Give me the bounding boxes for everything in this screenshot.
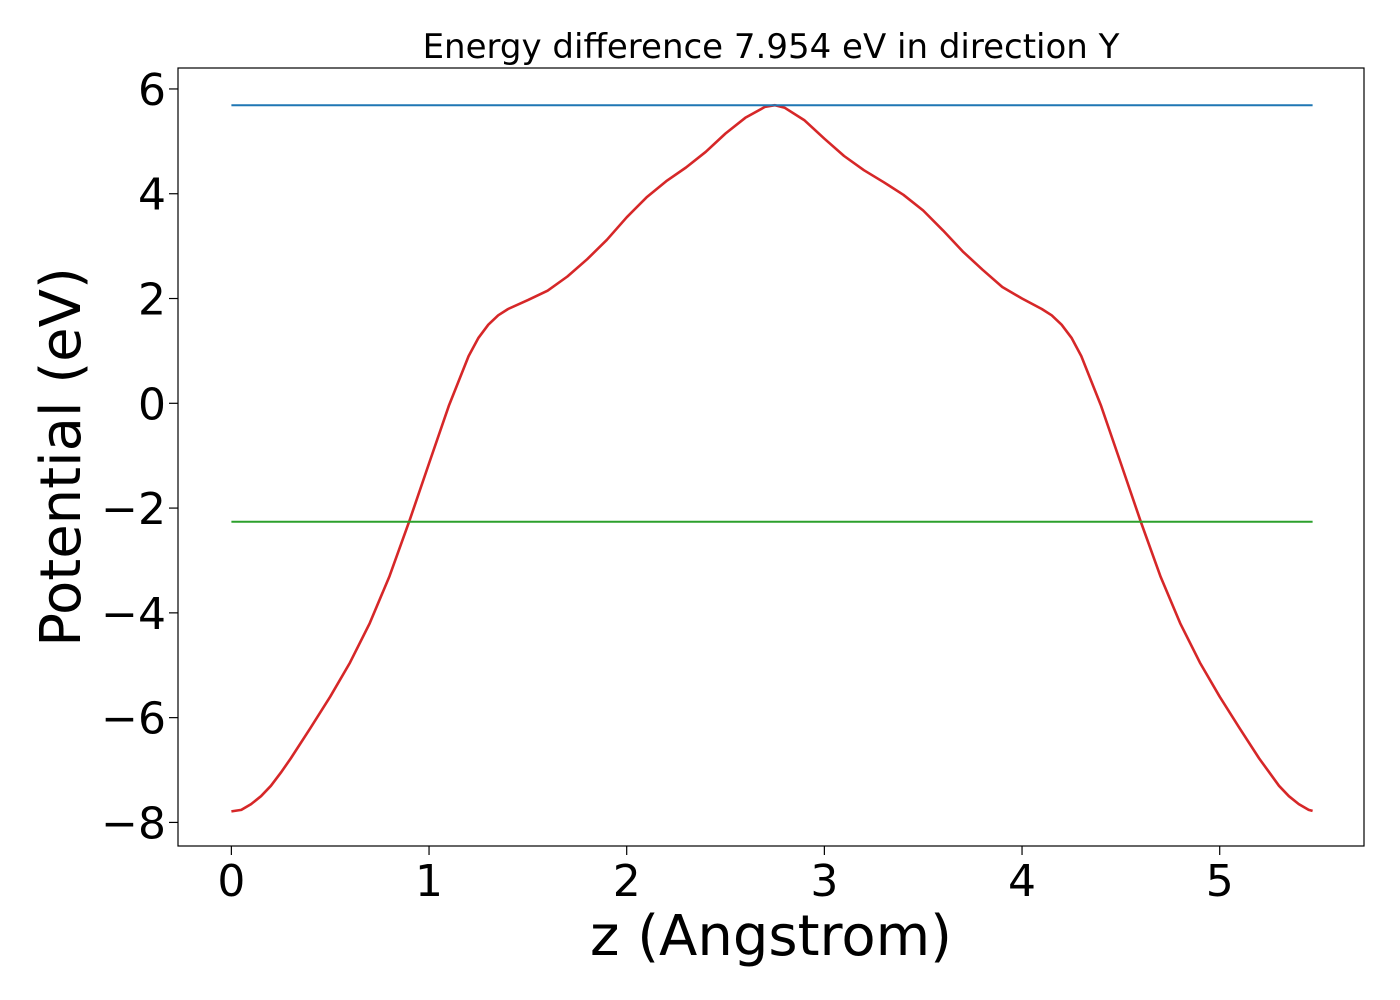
y-tick-label: 2	[138, 275, 166, 326]
x-tick-label: 2	[613, 856, 641, 907]
y-tick-label: −6	[101, 694, 166, 745]
x-tick-label: 3	[810, 856, 838, 907]
plot-area-frame	[177, 67, 1365, 847]
axis-ticks: 0 1 2 3 4 5 −8 −6 −4 −2 0 2 4 6	[101, 65, 1234, 907]
potential-curve	[231, 103, 1313, 813]
x-tick-label: 4	[1008, 856, 1036, 907]
y-tick-label: 0	[138, 379, 166, 430]
y-tick-label: −2	[101, 484, 166, 535]
y-tick-label: −4	[101, 589, 166, 640]
y-tick-label: 6	[138, 65, 166, 116]
y-tick-label: 4	[138, 170, 166, 221]
y-tick-label: −8	[101, 798, 166, 849]
x-tick-label: 1	[415, 856, 443, 907]
x-tick-label: 5	[1206, 856, 1234, 907]
chart-title: Energy difference 7.954 eV in direction …	[423, 27, 1120, 67]
y-axis-label: Potential (eV)	[29, 267, 94, 647]
plot-series	[231, 103, 1313, 813]
x-axis-label: z (Angstrom)	[590, 904, 952, 969]
x-tick-label: 0	[217, 856, 245, 907]
